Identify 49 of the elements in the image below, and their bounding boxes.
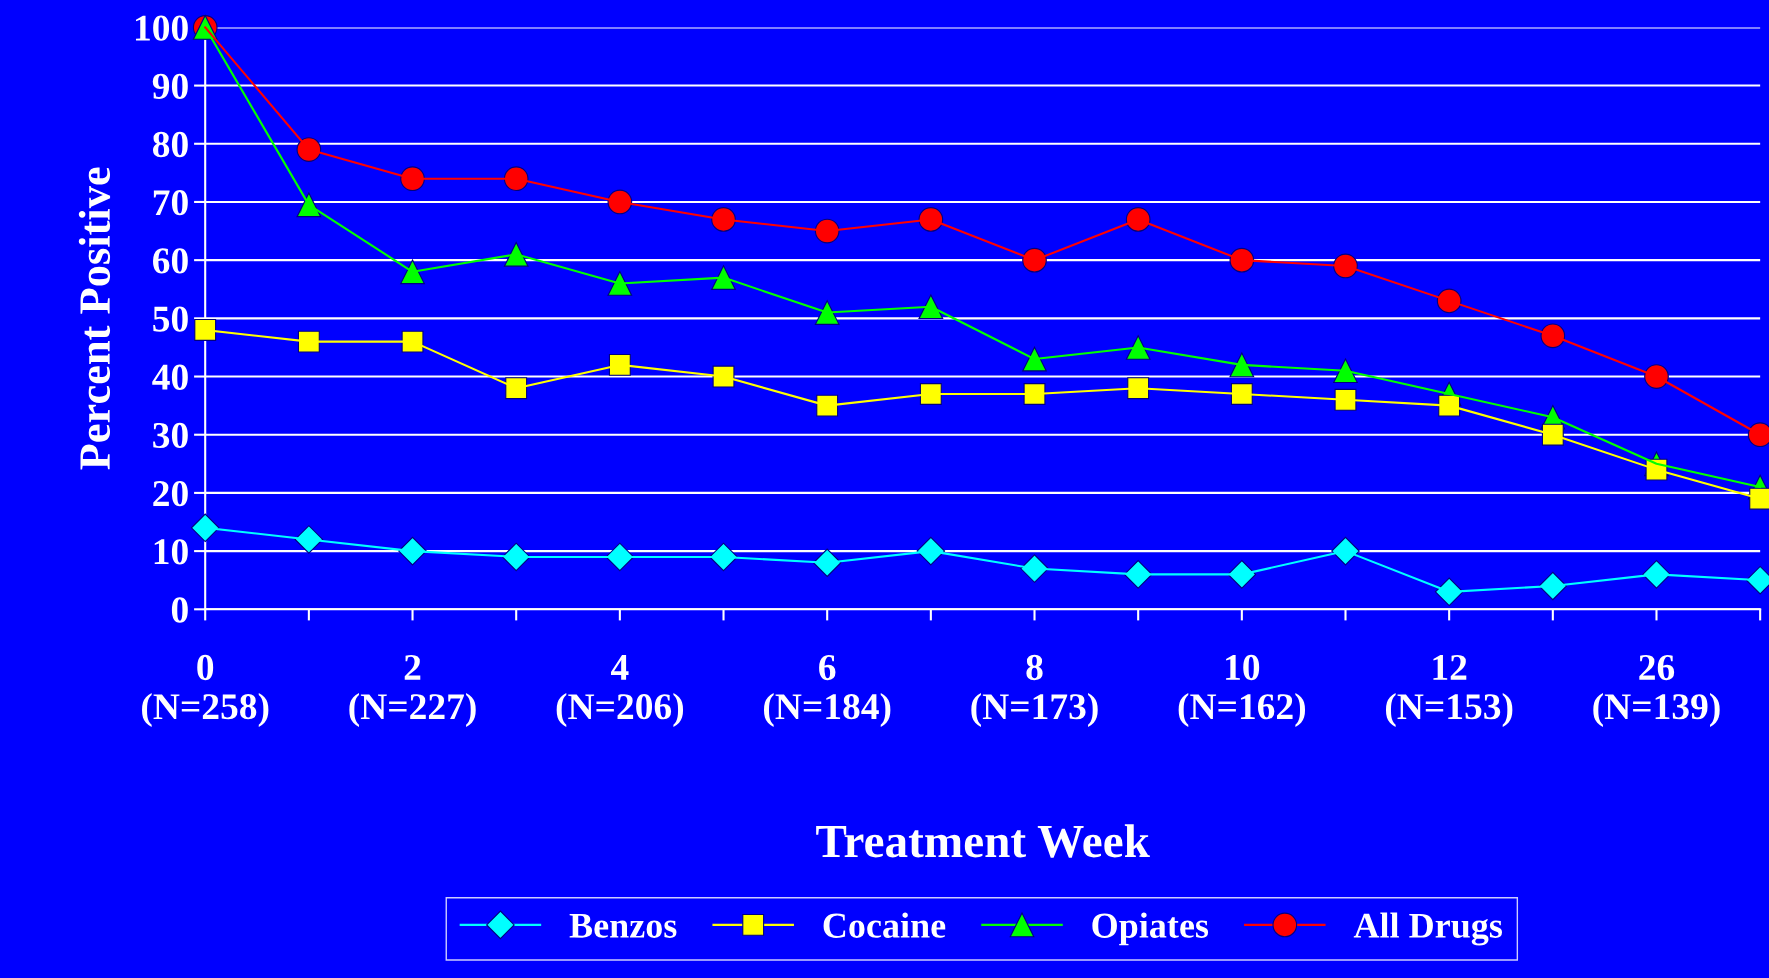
point (711, 207, 736, 232)
y-tick-label: 90 (152, 73, 188, 99)
x-tick-label: 2 (N=227) (349, 654, 476, 727)
x-axis-title: Treatment Week (816, 824, 1150, 858)
point (918, 207, 944, 232)
point (1230, 383, 1253, 405)
y-tick-label: 100 (135, 15, 188, 41)
y-tick-label: 30 (153, 422, 188, 449)
point (918, 294, 944, 320)
point (1125, 335, 1151, 360)
point (400, 259, 425, 285)
x-tick-label: 10 (N=162) (1178, 654, 1306, 727)
y-tick-label: 60 (153, 248, 188, 274)
legend-label: All Drugs (1353, 912, 1503, 946)
point (400, 166, 425, 192)
x-tick-label: 12 (N=153) (1385, 654, 1513, 727)
y-axis-title: Percent Positive (78, 167, 111, 470)
point (190, 513, 220, 543)
y-tick-label: 10 (154, 539, 188, 565)
x-tick-label: 8 (N=173) (971, 654, 1098, 727)
legend-label: Cocaine (823, 912, 946, 938)
x-tick-label: 4 (N=206) (556, 655, 684, 727)
point (505, 377, 528, 400)
point (1644, 364, 1669, 389)
point (1436, 288, 1462, 314)
y-tick-label: 50 (153, 306, 188, 332)
y-tick-label: 0 (171, 597, 188, 623)
point (194, 319, 217, 341)
point (1127, 377, 1150, 400)
legend-label: Benzos (569, 913, 677, 938)
y-tick-label: 20 (153, 480, 188, 507)
y-tick-label: 40 (152, 364, 188, 390)
point (401, 330, 424, 353)
point (1123, 560, 1153, 589)
point (503, 241, 529, 267)
x-tick-label: 26 (N=139) (1593, 654, 1720, 727)
point (814, 300, 840, 325)
x-tick-label: 0 (N=258) (142, 654, 269, 727)
legend-label: Opiates (1092, 912, 1209, 946)
y-tick-label: 70 (153, 190, 188, 216)
point (1541, 423, 1564, 446)
point (1229, 352, 1255, 378)
point (816, 394, 839, 417)
point (297, 330, 320, 353)
x-tick-label: 6 (N=184) (763, 654, 891, 727)
y-tick-label: 80 (152, 131, 188, 158)
point (608, 353, 631, 376)
point (607, 271, 633, 296)
point (919, 383, 942, 405)
